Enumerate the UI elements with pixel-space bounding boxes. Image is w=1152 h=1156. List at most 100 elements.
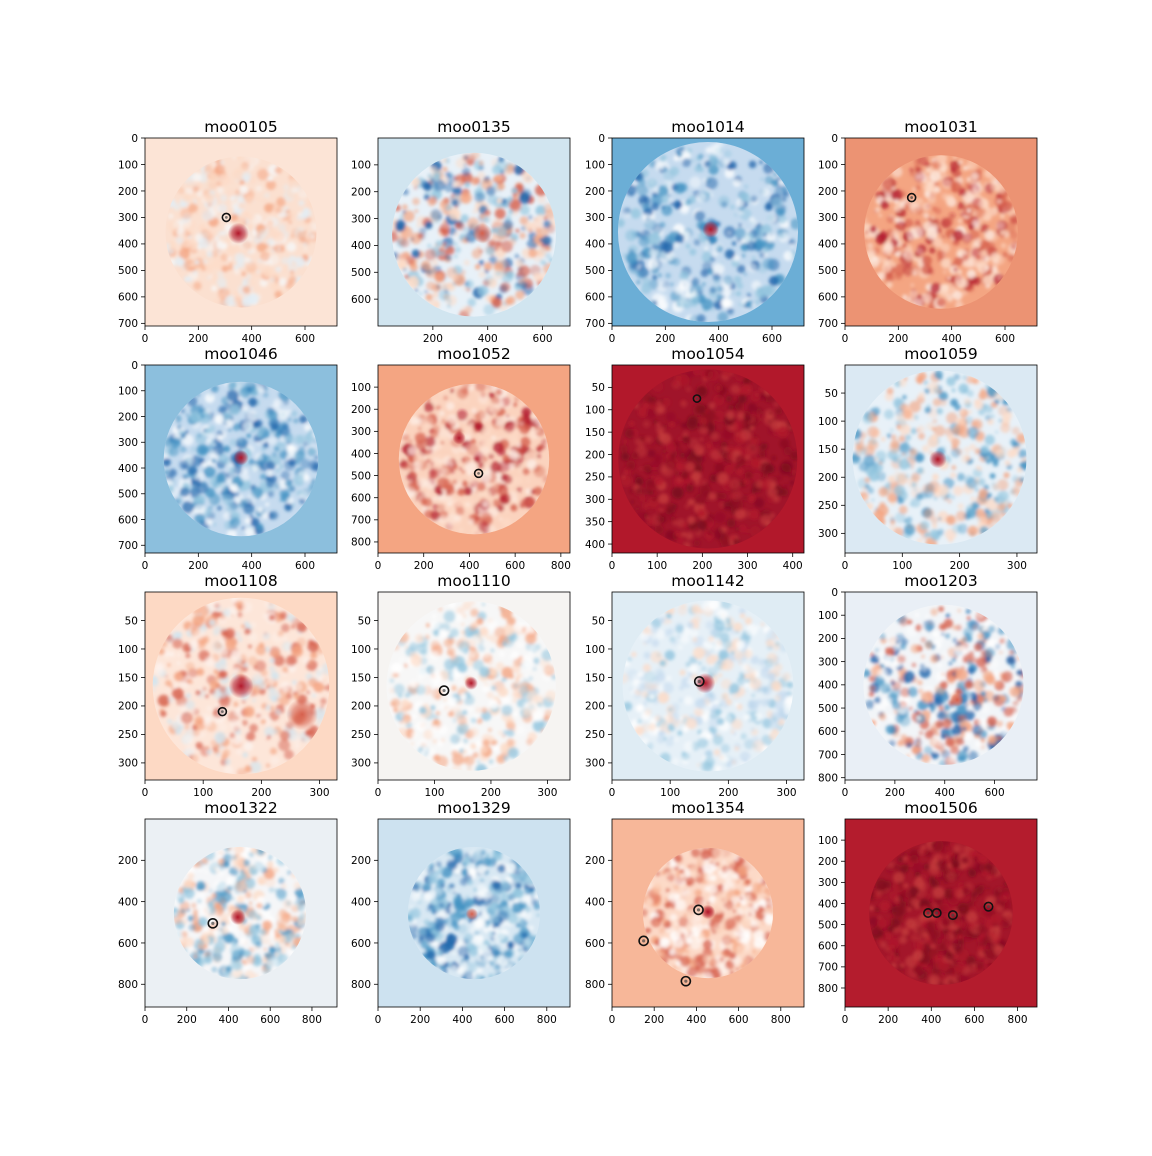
x-tick-label: 600	[533, 333, 553, 345]
x-tick-label: 300	[1007, 560, 1027, 572]
x-tick-label: 400	[783, 560, 803, 572]
x-tick-label: 300	[777, 787, 797, 799]
y-tick-label: 500	[585, 265, 605, 277]
point-source-core	[697, 908, 700, 911]
y-tick-label: 100	[818, 416, 838, 428]
y-tick-label: 600	[118, 938, 138, 950]
subplot-title: moo1110	[437, 572, 511, 590]
y-tick-label: 150	[118, 672, 138, 684]
y-tick-label: 400	[818, 898, 838, 910]
subplot-title: moo1054	[671, 345, 745, 363]
y-tick-label: 700	[118, 318, 138, 330]
x-tick-label: 0	[142, 560, 149, 572]
x-tick-label: 600	[495, 1014, 515, 1026]
x-tick-label: 400	[452, 1014, 472, 1026]
x-tick-label: 600	[295, 333, 315, 345]
y-tick-label: 400	[351, 240, 371, 252]
y-tick-label: 400	[351, 448, 371, 460]
y-tick-label: 250	[351, 729, 371, 741]
source-blob	[702, 221, 719, 238]
x-tick-label: 300	[738, 560, 758, 572]
y-tick-label: 700	[818, 749, 838, 761]
subplot-title: moo1354	[671, 799, 745, 817]
x-tick-label: 400	[459, 560, 479, 572]
x-tick-label: 400	[218, 1014, 238, 1026]
subplot-title: moo1108	[204, 572, 278, 590]
subplot-title: moo0105	[204, 118, 278, 136]
y-tick-label: 100	[118, 644, 138, 656]
y-tick-label: 400	[585, 539, 605, 551]
y-tick-label: 400	[118, 896, 138, 908]
y-tick-label: 400	[585, 239, 605, 251]
y-tick-label: 100	[818, 159, 838, 171]
subplot-title: moo1052	[437, 345, 511, 363]
x-tick-label: 800	[551, 560, 571, 572]
y-tick-label: 100	[118, 386, 138, 398]
y-tick-label: 50	[125, 615, 138, 627]
y-tick-label: 50	[592, 615, 605, 627]
x-tick-label: 0	[375, 1014, 382, 1026]
point-source-core	[935, 912, 938, 915]
source-blob	[466, 908, 478, 920]
y-tick-label: 250	[585, 472, 605, 484]
x-tick-label: 400	[242, 560, 262, 572]
y-tick-label: 200	[585, 449, 605, 461]
y-tick-label: 250	[818, 500, 838, 512]
y-tick-label: 300	[818, 212, 838, 224]
x-tick-label: 300	[310, 787, 330, 799]
y-tick-label: 0	[598, 133, 605, 145]
subplot-title: moo0135	[437, 118, 511, 136]
y-tick-label: 800	[818, 772, 838, 784]
y-tick-label: 700	[818, 318, 838, 330]
y-tick-label: 300	[818, 528, 838, 540]
x-tick-label: 0	[375, 787, 382, 799]
x-tick-label: 0	[142, 787, 149, 799]
y-tick-label: 100	[585, 405, 605, 417]
x-tick-label: 800	[537, 1014, 557, 1026]
y-tick-label: 200	[351, 701, 371, 713]
source-blob	[453, 431, 466, 444]
y-tick-label: 300	[351, 758, 371, 770]
y-tick-label: 200	[351, 187, 371, 199]
x-tick-label: 200	[655, 333, 675, 345]
x-tick-label: 100	[647, 560, 667, 572]
x-tick-label: 200	[885, 787, 905, 799]
x-tick-label: 400	[709, 333, 729, 345]
y-tick-label: 100	[818, 835, 838, 847]
x-tick-label: 100	[424, 787, 444, 799]
y-tick-label: 300	[351, 213, 371, 225]
y-tick-label: 300	[585, 758, 605, 770]
point-source-core	[684, 980, 687, 983]
y-tick-label: 200	[118, 701, 138, 713]
point-source-core	[477, 472, 480, 475]
y-tick-label: 800	[351, 537, 371, 549]
y-tick-label: 0	[131, 133, 138, 145]
x-tick-label: 100	[660, 787, 680, 799]
y-tick-label: 700	[118, 540, 138, 552]
y-tick-label: 300	[585, 494, 605, 506]
x-tick-label: 600	[295, 560, 315, 572]
x-tick-label: 0	[842, 560, 849, 572]
y-tick-label: 50	[825, 388, 838, 400]
x-tick-label: 800	[302, 1014, 322, 1026]
x-tick-label: 200	[718, 787, 738, 799]
y-tick-label: 600	[818, 726, 838, 738]
y-tick-label: 400	[351, 896, 371, 908]
x-tick-label: 0	[142, 1014, 149, 1026]
subplot-title: moo1046	[204, 345, 278, 363]
x-tick-label: 0	[609, 333, 616, 345]
source-blob	[228, 673, 253, 698]
y-tick-label: 0	[831, 587, 838, 599]
source-blob	[950, 693, 964, 707]
y-tick-label: 250	[118, 729, 138, 741]
y-tick-label: 0	[831, 133, 838, 145]
y-tick-label: 600	[118, 292, 138, 304]
x-tick-label: 200	[410, 1014, 430, 1026]
x-tick-label: 300	[537, 787, 557, 799]
y-tick-label: 600	[585, 292, 605, 304]
